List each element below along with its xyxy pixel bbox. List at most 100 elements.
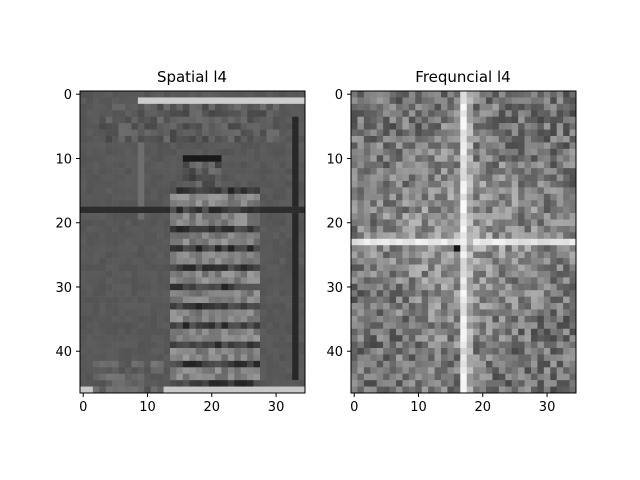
heatmap-cell <box>260 348 267 355</box>
heatmap-cell <box>150 335 158 342</box>
heatmap-cell <box>215 277 222 285</box>
heatmap-cell <box>389 103 397 111</box>
heatmap-cell <box>550 200 558 207</box>
heatmap-cell <box>298 219 306 227</box>
heatmap-cell <box>466 341 474 349</box>
heatmap-cell <box>447 232 455 240</box>
heatmap-cell <box>351 296 358 304</box>
heatmap-cell <box>266 322 274 330</box>
heatmap-cell <box>176 386 184 394</box>
heatmap-cell <box>221 187 229 195</box>
heatmap-cell <box>131 283 139 291</box>
heatmap-cell <box>363 245 371 252</box>
heatmap-cell <box>176 103 184 111</box>
heatmap-cell <box>118 341 126 349</box>
heatmap-cell <box>292 116 299 124</box>
heatmap-cell <box>157 270 164 278</box>
heatmap-cell <box>86 232 94 240</box>
heatmap-cell <box>531 335 538 342</box>
heatmap-cell <box>182 258 190 265</box>
heatmap-cell <box>150 161 158 169</box>
heatmap-cell <box>292 129 299 137</box>
heatmap-cell <box>466 180 474 188</box>
heatmap-cell <box>447 238 455 246</box>
heatmap-cell <box>163 354 171 362</box>
heatmap-cell <box>208 225 216 233</box>
heatmap-cell <box>272 251 280 259</box>
heatmap-cell <box>266 367 274 375</box>
heatmap-cell <box>215 200 222 207</box>
heatmap-cell <box>182 360 190 368</box>
heatmap-cell <box>150 116 158 124</box>
heatmap-cell <box>99 110 107 118</box>
heatmap-cell <box>357 135 365 143</box>
heatmap-cell <box>363 135 371 143</box>
heatmap-cell <box>272 315 280 323</box>
heatmap-cell <box>227 245 235 252</box>
heatmap-cell <box>351 232 358 240</box>
heatmap-cell <box>227 258 235 265</box>
heatmap-cell <box>105 110 113 118</box>
heatmap-cell <box>357 354 365 362</box>
heatmap-cell <box>240 290 248 297</box>
heatmap-cell <box>363 97 371 105</box>
heatmap-cell <box>473 219 480 227</box>
heatmap-cell <box>234 277 242 285</box>
heatmap-cell <box>479 206 487 214</box>
heatmap-cell <box>227 277 235 285</box>
heatmap-cell <box>505 219 513 227</box>
heatmap-cell <box>421 103 429 111</box>
heatmap-cell <box>163 335 171 342</box>
heatmap-cell <box>537 335 545 342</box>
heatmap-cell <box>176 200 184 207</box>
heatmap-cell <box>389 193 397 201</box>
heatmap-cell <box>195 309 203 317</box>
heatmap-cell <box>189 322 197 330</box>
heatmap-cell <box>92 180 100 188</box>
heatmap-cell <box>234 180 242 188</box>
heatmap-cell <box>466 193 474 201</box>
heatmap-cell <box>221 103 229 111</box>
heatmap-cell <box>99 148 107 156</box>
heatmap-cell <box>518 373 525 381</box>
heatmap-cell <box>195 283 203 291</box>
heatmap-cell <box>92 103 100 111</box>
heatmap-cell <box>292 174 299 182</box>
heatmap-cell <box>569 193 577 201</box>
heatmap-cell <box>137 213 145 220</box>
heatmap-cell <box>285 180 293 188</box>
heatmap-cell <box>441 129 448 137</box>
heatmap-cell <box>92 187 100 195</box>
heatmap-cell <box>202 290 209 297</box>
heatmap-cell <box>112 219 119 227</box>
heatmap-cell <box>176 155 184 162</box>
heatmap-cell <box>421 283 429 291</box>
heatmap-cell <box>563 193 570 201</box>
heatmap-cell <box>215 264 222 272</box>
heatmap-cell <box>563 232 570 240</box>
heatmap-cell <box>195 251 203 259</box>
heatmap-cell <box>447 97 455 105</box>
heatmap-cell <box>202 200 209 207</box>
heatmap-cell <box>260 264 267 272</box>
heatmap-cell <box>556 373 564 381</box>
heatmap-cell <box>86 219 94 227</box>
heatmap-cell <box>170 155 177 162</box>
heatmap-cell <box>556 116 564 124</box>
heatmap-cell <box>298 348 306 355</box>
heatmap-cell <box>279 270 287 278</box>
heatmap-cell <box>260 97 267 105</box>
heatmap-cell <box>137 354 145 362</box>
heatmap-cell <box>543 373 551 381</box>
heatmap-cell <box>383 341 390 349</box>
heatmap-cell <box>396 341 403 349</box>
heatmap-cell <box>80 174 87 182</box>
heatmap-cell <box>370 258 378 265</box>
heatmap-cell <box>266 103 274 111</box>
x-tick-label: 0 <box>350 400 358 415</box>
heatmap-cell <box>531 148 538 156</box>
heatmap-cell <box>202 238 209 246</box>
heatmap-cell <box>292 245 299 252</box>
heatmap-cell <box>524 142 532 150</box>
